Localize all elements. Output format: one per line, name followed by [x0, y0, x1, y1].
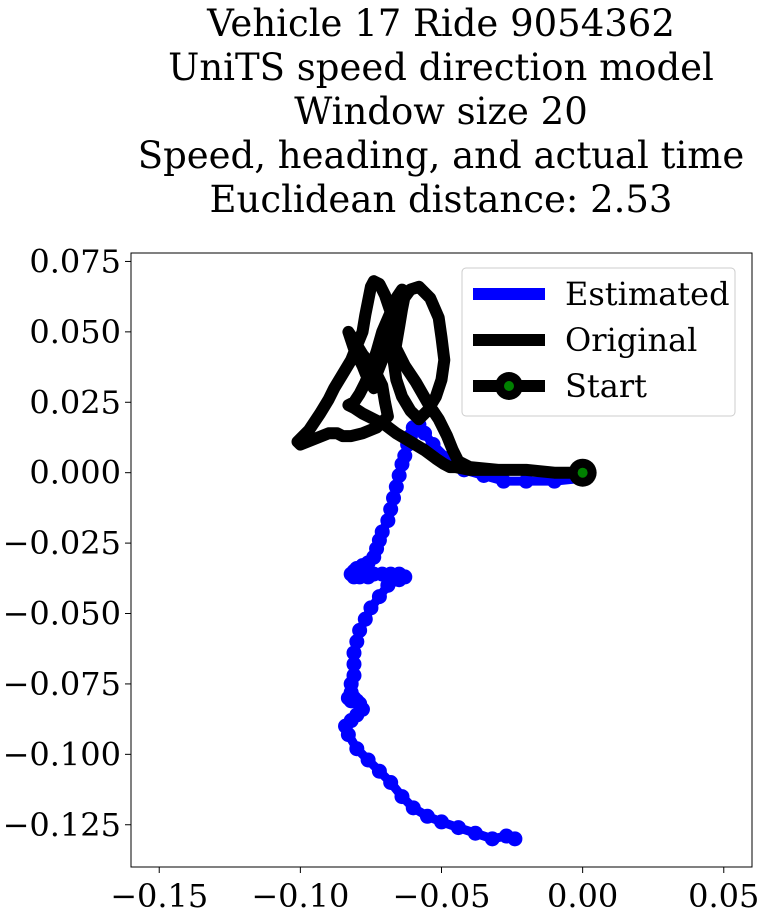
- series-estimated-point: [484, 831, 500, 847]
- series-estimated-point: [383, 501, 399, 517]
- series-estimated-point: [405, 800, 421, 816]
- y-tick-label: −0.100: [3, 735, 121, 773]
- series-estimated-point: [388, 479, 404, 495]
- x-tick-label: 0.05: [688, 877, 759, 915]
- y-axis: 0.075 0.050 0.025 0.000 −0.025 −0.050 −0.075 −0…: [3, 242, 131, 844]
- y-tick-label: 0.050: [29, 313, 121, 351]
- series-estimated-point: [507, 831, 523, 847]
- y-tick-label: −0.125: [3, 806, 121, 844]
- series-estimated-point: [346, 656, 362, 672]
- series-estimated-point: [467, 825, 483, 841]
- series-estimated-point: [450, 820, 466, 836]
- series-estimated-point: [394, 456, 410, 472]
- series-estimated-point: [434, 814, 449, 830]
- y-tick-label: −0.075: [3, 665, 121, 703]
- series-estimated-point: [371, 589, 387, 605]
- y-tick-label: −0.025: [3, 524, 121, 562]
- series-estimated-point: [394, 789, 410, 805]
- series-original-line: [291, 275, 589, 479]
- legend-label-estimated: Estimated: [565, 275, 730, 313]
- series-estimated-point: [349, 634, 365, 650]
- series-estimated-point: [360, 752, 376, 768]
- y-tick-label: 0.025: [29, 383, 121, 421]
- y-tick-label: 0.000: [29, 454, 121, 492]
- title-line-4: Speed, heading, and actual time: [138, 134, 745, 177]
- series-estimated-point: [340, 727, 356, 743]
- y-tick-label: 0.075: [29, 242, 121, 280]
- title-line-5: Euclidean distance: 2.53: [210, 178, 673, 221]
- legend-label-original: Original: [565, 321, 697, 359]
- series-start: [568, 458, 597, 487]
- series-estimated-point: [371, 763, 387, 779]
- legend-marker-start-inner: [504, 381, 514, 391]
- series-estimated-point: [380, 577, 396, 593]
- series-estimated-point: [363, 600, 379, 616]
- x-tick-label: −0.05: [392, 877, 490, 915]
- title-line-1: Vehicle 17 Ride 9054362: [206, 2, 675, 45]
- series-estimated-point: [346, 645, 362, 661]
- series-estimated: [338, 417, 591, 847]
- series-estimated-point: [357, 611, 373, 627]
- x-tick-label: 0.00: [547, 877, 618, 915]
- series-estimated-point: [391, 572, 407, 588]
- series-estimated-point: [383, 775, 399, 791]
- series-estimated-point: [380, 513, 396, 529]
- series-estimated-point: [518, 473, 534, 489]
- series-estimated-point: [419, 808, 435, 824]
- start-marker-inner: [577, 467, 588, 478]
- y-tick-label: −0.050: [3, 595, 121, 633]
- series-estimated-point: [496, 473, 512, 489]
- series-estimated-point: [349, 741, 365, 757]
- title-line-2: UniTS speed direction model: [168, 46, 714, 89]
- series-estimated-point: [386, 490, 402, 506]
- series-original: [291, 275, 589, 479]
- plot-series: [291, 275, 597, 847]
- x-tick-label: −0.15: [110, 877, 208, 915]
- series-estimated-point: [391, 468, 407, 484]
- legend-box: [461, 267, 736, 417]
- legend-label-start: Start: [565, 367, 647, 405]
- title-line-3: Window size 20: [294, 90, 588, 133]
- series-estimated-point: [352, 622, 368, 638]
- legend: Estimated Original Start: [461, 267, 736, 417]
- x-tick-label: −0.10: [251, 877, 349, 915]
- x-axis: −0.15 −0.10 −0.05 0.00 0.05: [110, 867, 759, 915]
